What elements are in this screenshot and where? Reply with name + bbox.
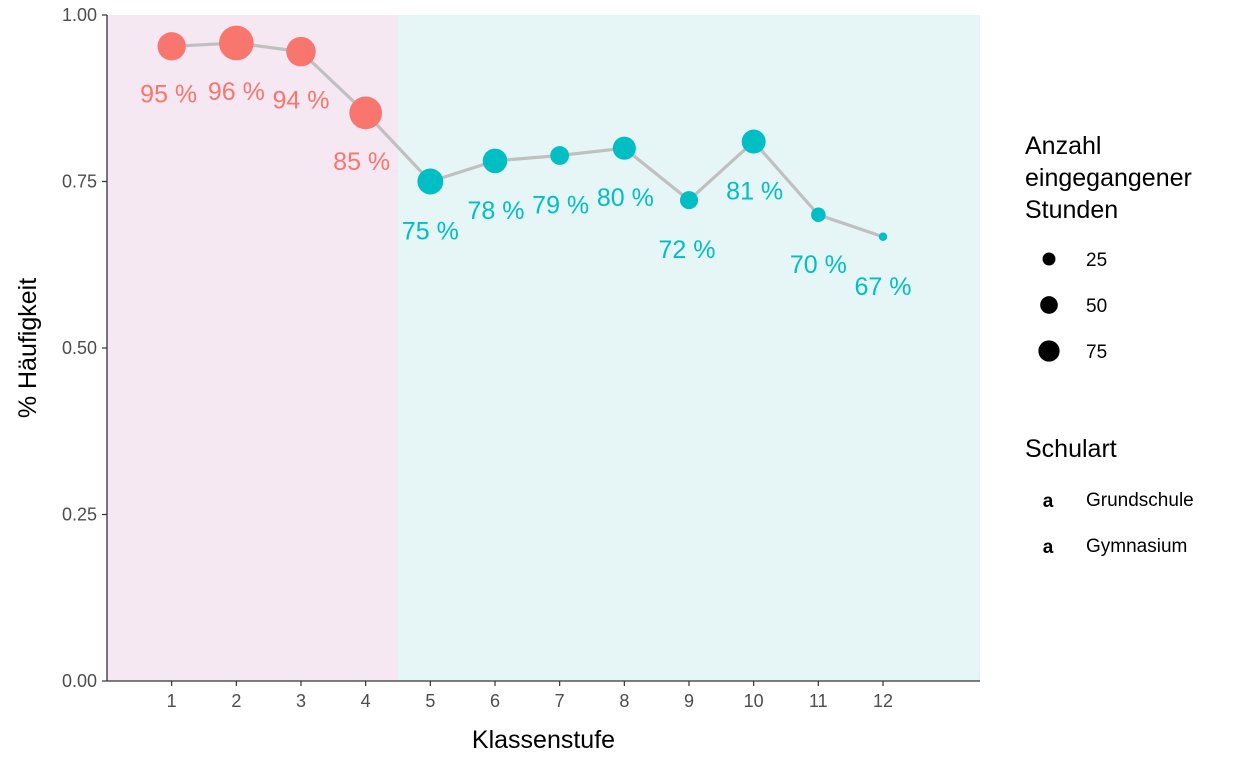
x-tick-label: 11 [809,691,828,711]
legend-color-label: Gymnasium [1086,536,1187,557]
data-point [157,32,186,61]
data-point [679,191,699,210]
x-tick-label: 1 [167,691,177,711]
background-bands [107,15,980,681]
legend-color-label: Grundschule [1086,490,1194,511]
x-axis-title: Klassenstufe [472,726,615,754]
band-gymnasium [398,15,980,681]
legend-size-key [1038,340,1060,362]
point-labels: 95 % 96 % 94 % 85 % 75 % 78 % 79 % 80 %72 % 81 %… [140,78,911,301]
point-label: 75 % [402,218,459,246]
legend-size-title: eingegangener [1025,164,1192,192]
legend-size-title: Stunden [1025,196,1118,224]
x-tick-label: 5 [425,691,435,711]
point-label: 70 % [790,251,847,279]
legend-color-title: Schulart [1025,435,1117,463]
point-label: 85 % [333,148,390,176]
x-tick-label: 2 [231,691,241,711]
point-label: 72 % [659,236,716,264]
legend-color-key: a [1043,491,1054,512]
data-points [157,25,888,242]
y-axis-title: % Häufigkeit [14,278,42,418]
legend-size-label: 75 [1086,342,1107,363]
y-tick-label: 0.50 [62,338,97,358]
data-point [550,146,570,165]
axes: 0.000.250.500.751.001 2 3 4 5 6 7 8 9 10 11 12 [62,5,980,711]
data-point [741,129,766,154]
x-tick-label: 9 [684,691,694,711]
x-tick-label: 3 [296,691,306,711]
legend: Anzahl eingegangener Stunden 25 50 75 Schulart… [1025,132,1194,558]
x-tick-label: 4 [361,691,371,711]
point-label: 78 % [468,197,525,225]
x-tick-label: 10 [744,691,764,711]
legend-size-key [1040,296,1058,314]
point-label: 79 % [532,192,589,220]
x-tick-label: 6 [490,691,500,711]
legend-size-label: 50 [1086,296,1107,317]
data-point [878,232,888,242]
legend-size-label: 25 [1086,250,1107,271]
y-tick-label: 0.75 [62,172,97,192]
point-label: 81 % [726,178,783,206]
y-tick-label: 0.25 [62,505,97,525]
point-label: 67 % [855,273,912,301]
data-point [811,207,826,223]
point-label: 96 % [208,78,265,106]
x-tick-label: 8 [619,691,629,711]
data-point [349,96,383,130]
legend-size-title: Anzahl [1025,132,1101,160]
point-label: 95 % [140,80,197,108]
point-label: 80 % [597,184,654,212]
data-point [417,168,444,195]
y-tick-label: 0.00 [62,671,97,691]
data-point [286,36,316,67]
x-tick-label: 12 [873,691,893,711]
y-tick-label: 1.00 [62,5,97,25]
legend-color-key: a [1043,537,1054,558]
x-tick-label: 7 [555,691,565,711]
data-point [482,148,508,174]
data-point [612,136,636,160]
legend-size-key [1042,252,1056,266]
band-grundschule [107,15,398,681]
point-label: 94 % [273,87,330,115]
data-point [218,25,254,61]
